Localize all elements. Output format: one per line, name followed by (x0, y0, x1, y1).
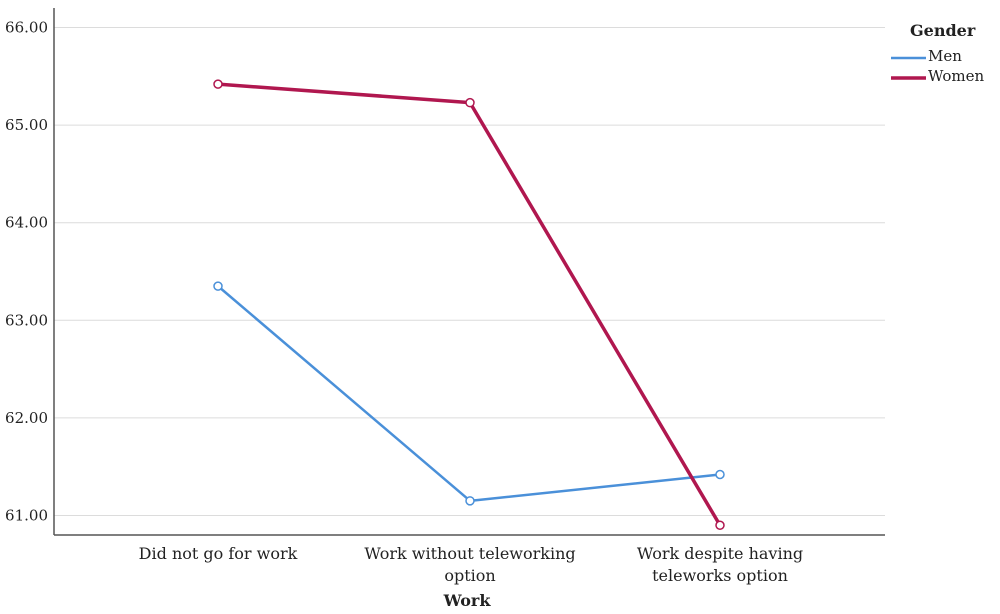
axes (53, 8, 885, 536)
y-tick-label: 61.00 (5, 506, 48, 524)
data-point-men (465, 496, 475, 506)
series-lines (213, 79, 725, 530)
series-line-women (217, 82, 722, 527)
x-category-label: Work without teleworking (364, 544, 575, 563)
y-axis-ticks: 61.00 62.00 63.00 64.00 65.00 66.00 (5, 19, 48, 525)
series-line-men (217, 285, 721, 503)
x-axis-categories: Did not go for work Work without telework… (139, 544, 803, 585)
data-point-women (465, 97, 475, 108)
gridlines (54, 27, 885, 516)
legend-label-women: Women (928, 67, 985, 85)
x-category-label: option (444, 566, 495, 585)
legend-title: Gender (910, 21, 976, 40)
y-tick-label: 66.00 (5, 19, 48, 37)
legend-label-men: Men (928, 47, 962, 65)
data-point-women (715, 520, 725, 530)
x-category-label: Did not go for work (139, 544, 298, 563)
legend: Gender Men Women (891, 21, 985, 85)
y-tick-label: 62.00 (5, 409, 48, 427)
x-category-label: Work despite having (637, 544, 803, 563)
x-category-label: teleworks option (652, 566, 788, 585)
y-tick-label: 65.00 (5, 116, 48, 134)
x-axis-title: Work (443, 591, 492, 610)
data-point-women (213, 79, 223, 89)
y-tick-label: 63.00 (5, 311, 48, 329)
y-tick-label: 64.00 (5, 214, 48, 232)
data-point-men (715, 469, 725, 480)
data-point-men (213, 281, 223, 291)
